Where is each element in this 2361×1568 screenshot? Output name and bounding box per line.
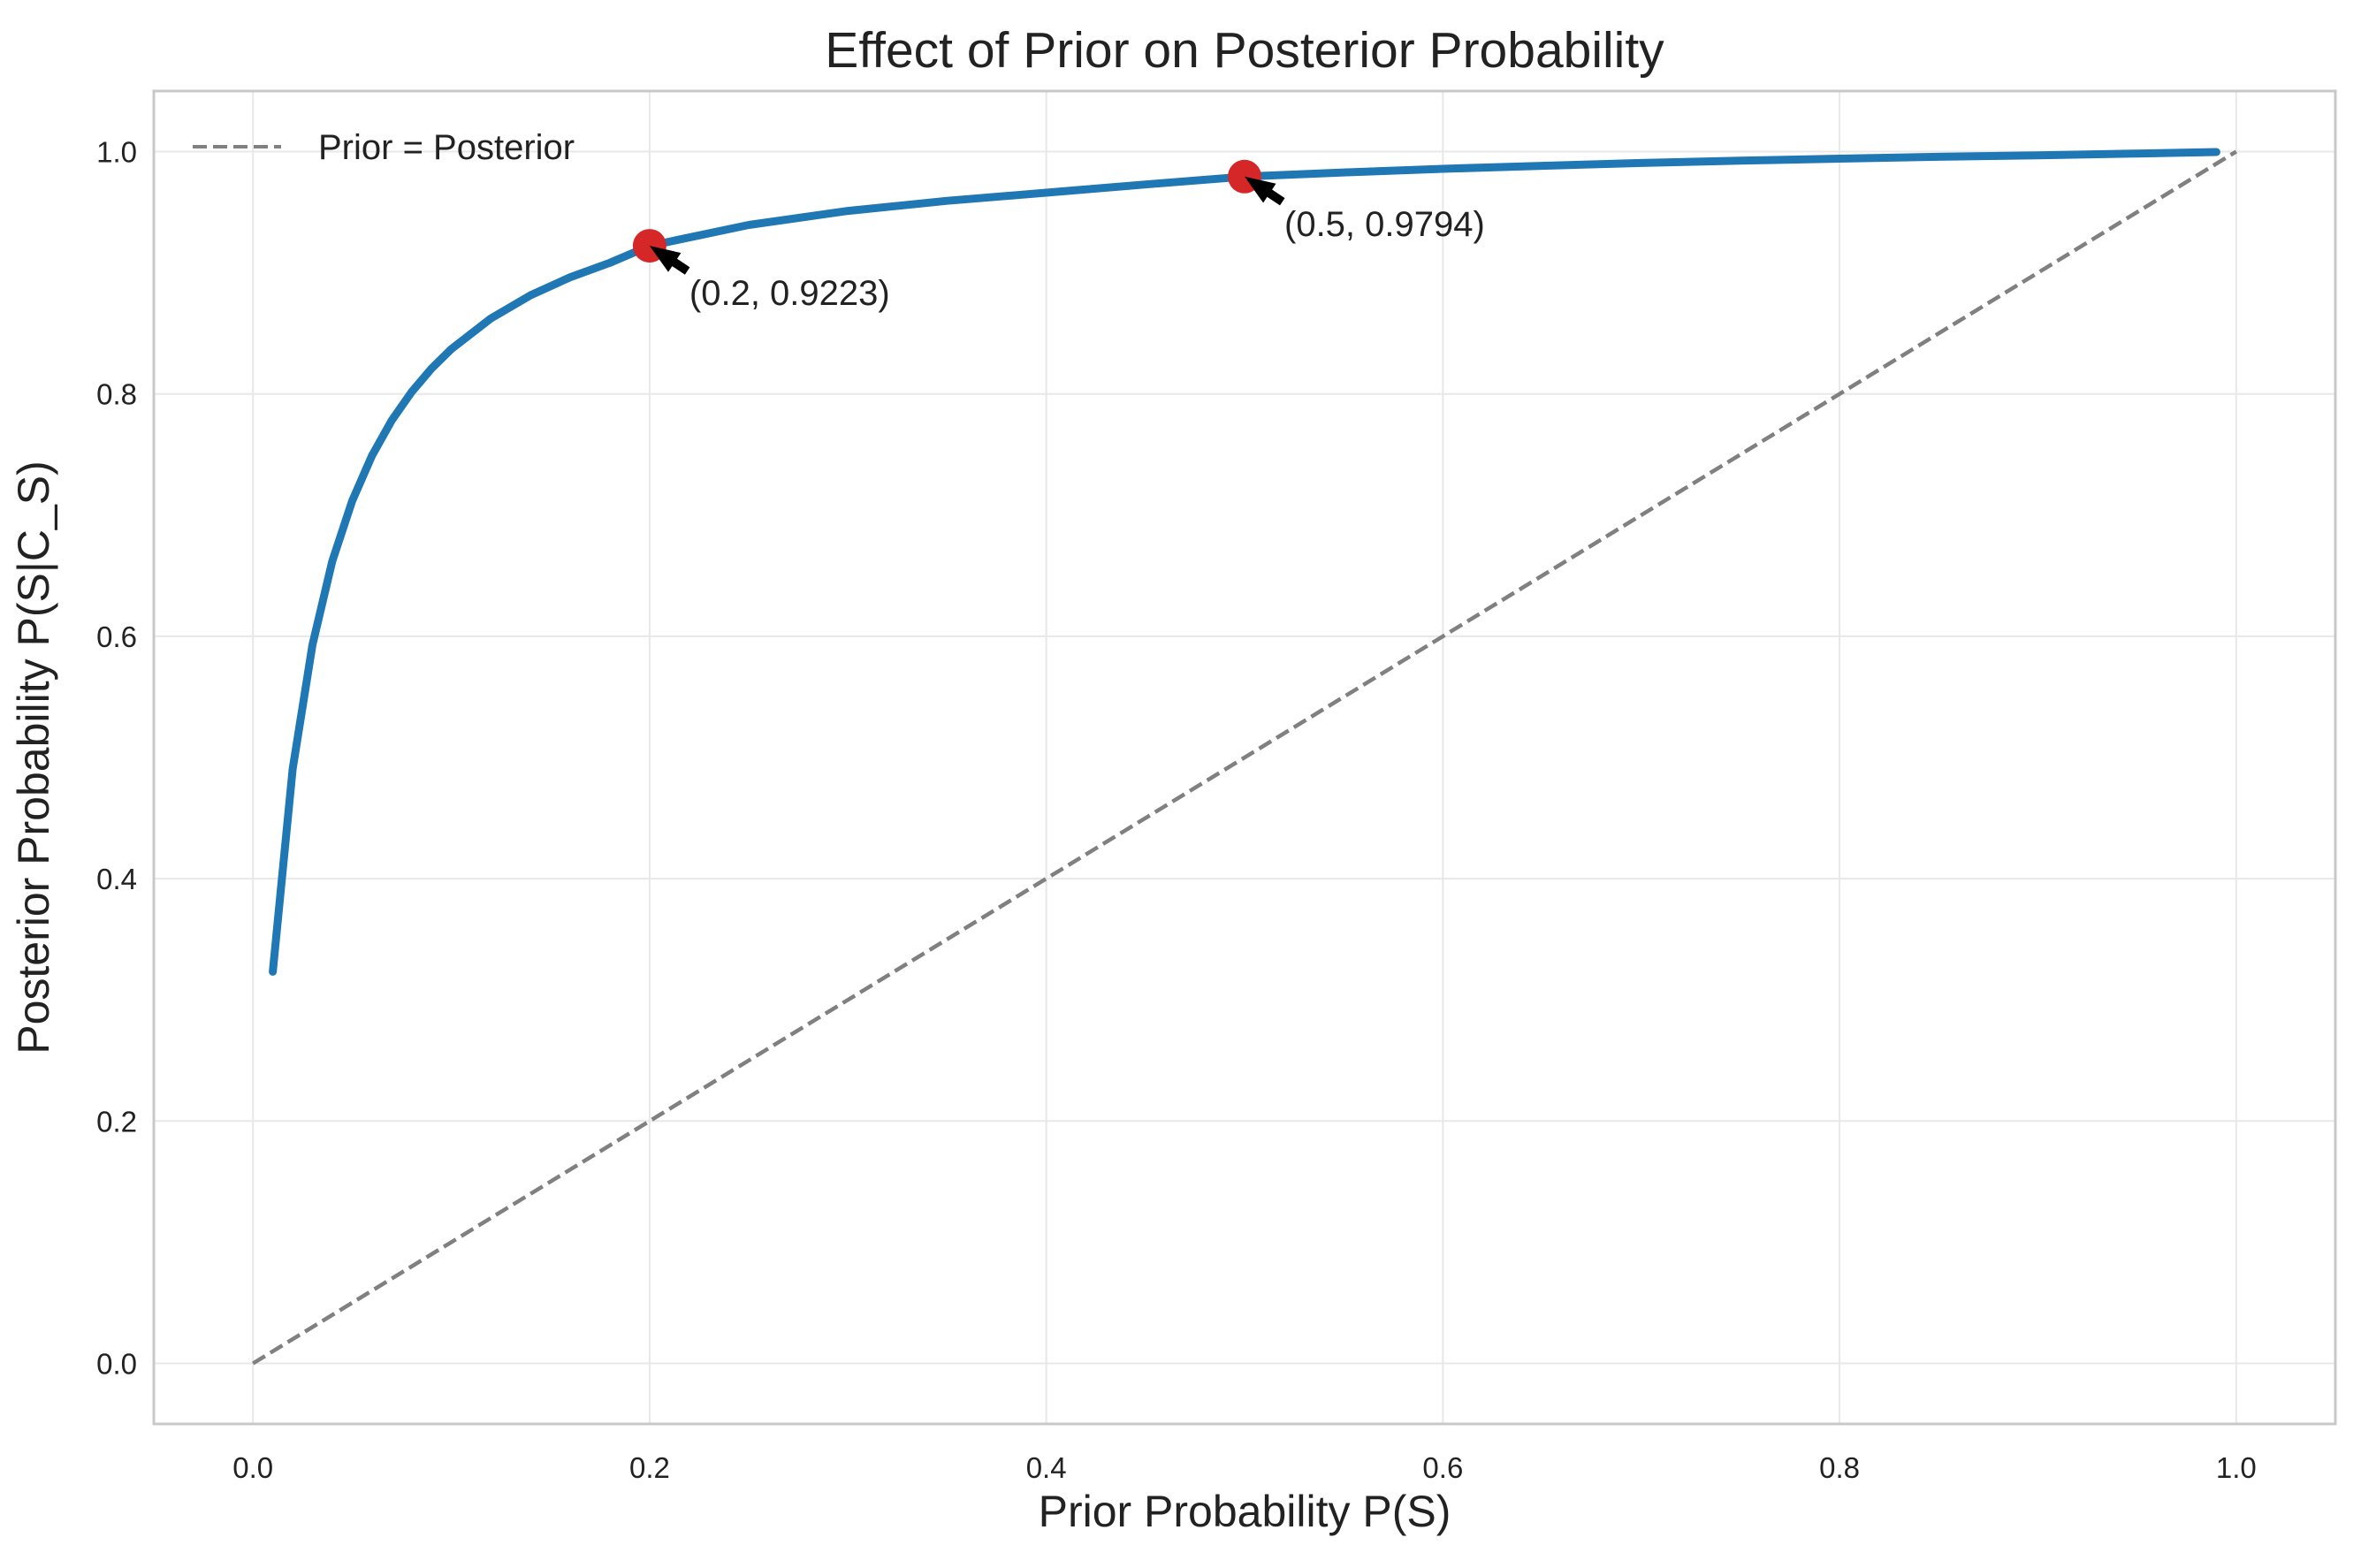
x-tick-label: 0.2 [629,1451,670,1484]
y-tick-label: 0.0 [96,1347,137,1380]
x-tick-label: 0.4 [1026,1451,1067,1484]
plot-frame [152,89,2337,1426]
series-layer [252,148,2237,1366]
series-line-prior-equals-posterior [252,149,2237,1366]
x-tick-label: 0.6 [1422,1451,1463,1484]
series-line-posterior [269,148,2220,976]
annotation-arrow-0 [649,246,690,275]
y-tick-label: 0.2 [96,1105,137,1138]
x-tick-label: 0.8 [1819,1451,1860,1484]
x-tick-label: 1.0 [2216,1451,2257,1484]
y-axis-title: Posterior Probability P(S|C_S) [9,461,58,1054]
annotation-arrow-1 [1245,176,1285,206]
y-tick-labels: 0.0 0.2 0.4 0.6 0.8 1.0 [96,136,137,1381]
chart-title: Effect of Prior on Posterior Probability [825,22,1664,79]
x-tick-labels: 0.0 0.2 0.4 0.6 0.8 1.0 [232,1451,2257,1484]
y-tick-label: 0.8 [96,378,137,411]
x-axis-title: Prior Probability P(S) [1039,1487,1451,1536]
y-tick-label: 0.4 [96,863,137,895]
legend-label-prior-equals-posterior: Prior = Posterior [318,128,575,167]
grid-lines [154,91,2335,1424]
legend: Prior = Posterior [193,128,575,167]
y-tick-label: 1.0 [96,136,137,169]
x-tick-label: 0.0 [232,1451,273,1484]
y-tick-label: 0.6 [96,620,137,653]
annotations: (0.2, 0.9223) (0.5, 0.9794) [649,176,1485,313]
annotation-label-1: (0.5, 0.9794) [1284,205,1485,244]
annotation-label-0: (0.2, 0.9223) [689,274,890,313]
